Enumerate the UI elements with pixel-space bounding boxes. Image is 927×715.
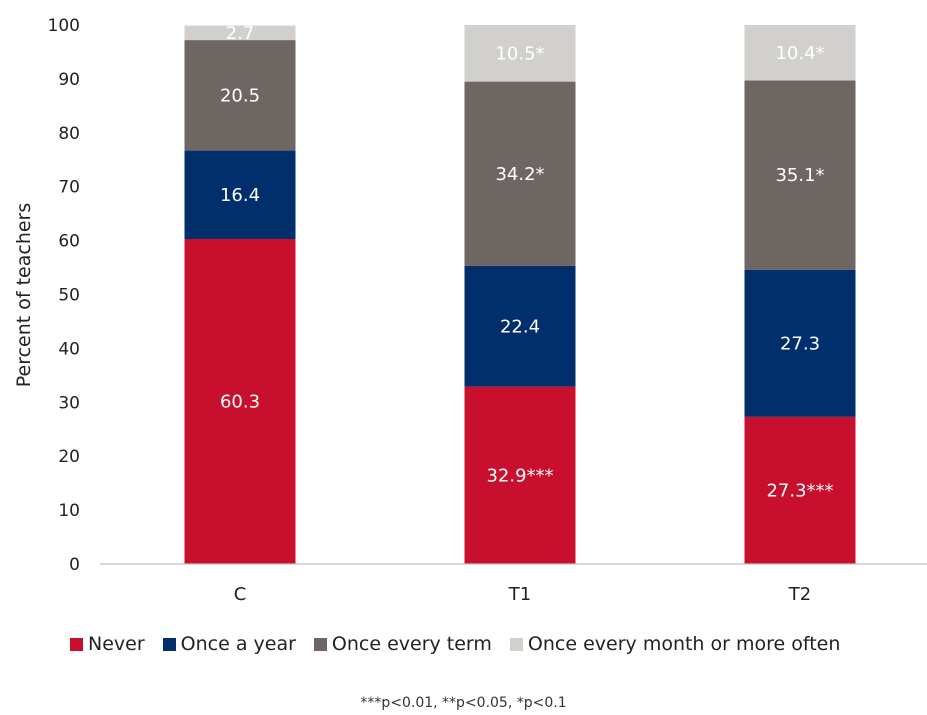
bar-segment <box>184 238 296 564</box>
bar-segment <box>184 40 296 151</box>
data-label: 27.3*** <box>766 480 833 501</box>
y-tick-label: 100 <box>48 16 80 36</box>
y-tick-label: 20 <box>58 447 80 467</box>
legend-item: Never <box>70 633 145 655</box>
legend-swatch <box>162 637 176 651</box>
y-tick-label: 90 <box>58 70 80 90</box>
y-tick-label: 10 <box>58 501 80 521</box>
bars: 60.3 16.4 20.5 2.7 32.9*** 22.4 34.2* 10.5* 27.3… <box>184 23 856 564</box>
bar-segment <box>464 25 576 82</box>
y-tick-label: 60 <box>58 232 80 252</box>
stacked-bar-chart: Percent of teachers 0 10 20 30 40 50 60 70 80 90 1… <box>13 16 927 605</box>
data-label: 10.4* <box>775 43 824 64</box>
y-tick-label: 40 <box>58 339 80 359</box>
bar-segment <box>464 386 576 564</box>
legend-label: Once a year <box>180 633 296 655</box>
legend-label: Once every month or more often <box>527 633 841 655</box>
legend: Never Once a year Once every term Once ever… <box>70 633 840 655</box>
data-label: 35.1* <box>775 165 824 186</box>
data-label: 60.3 <box>220 391 260 412</box>
bar-segment <box>464 265 576 387</box>
footnote: ***p<0.01, **p<0.05, *p<0.1 <box>360 695 567 711</box>
x-tick-label: T2 <box>788 584 811 605</box>
y-axis-label: Percent of teachers <box>13 203 35 388</box>
data-label: 32.9*** <box>486 465 553 486</box>
y-tick-label: 30 <box>58 393 80 413</box>
legend-label: Never <box>88 633 145 655</box>
y-axis: 0 10 20 30 40 50 60 70 80 90 100 <box>48 16 80 575</box>
y-tick-label: 50 <box>58 286 80 306</box>
legend-label: Once every term <box>331 633 492 655</box>
y-tick-label: 70 <box>58 178 80 198</box>
data-label: 27.3 <box>780 333 820 354</box>
bar-segment <box>184 25 296 41</box>
bar-segment <box>744 269 856 417</box>
bar-segment <box>184 150 296 239</box>
x-tick-label: C <box>234 584 247 605</box>
y-tick-label: 80 <box>58 124 80 144</box>
bar-segment <box>744 416 856 564</box>
y-tick-label: 0 <box>69 555 80 575</box>
legend-item: Once a year <box>162 633 296 655</box>
x-tick-label: T1 <box>508 584 531 605</box>
x-axis: C T1 T2 <box>234 584 812 605</box>
bar-segment <box>744 80 856 270</box>
legend-swatch <box>509 637 523 651</box>
data-label: 16.4 <box>220 185 260 206</box>
bar-segment <box>464 81 576 266</box>
data-label: 22.4 <box>500 316 540 337</box>
data-label: 20.5 <box>220 85 260 106</box>
legend-item: Once every month or more often <box>509 633 841 655</box>
legend-swatch <box>313 637 327 651</box>
legend-swatch <box>70 637 83 651</box>
legend-item: Once every term <box>313 633 492 655</box>
bar-segment <box>744 25 856 81</box>
data-label: 2.7 <box>226 23 255 44</box>
data-label: 34.2* <box>495 164 544 185</box>
data-label: 10.5* <box>495 43 544 64</box>
